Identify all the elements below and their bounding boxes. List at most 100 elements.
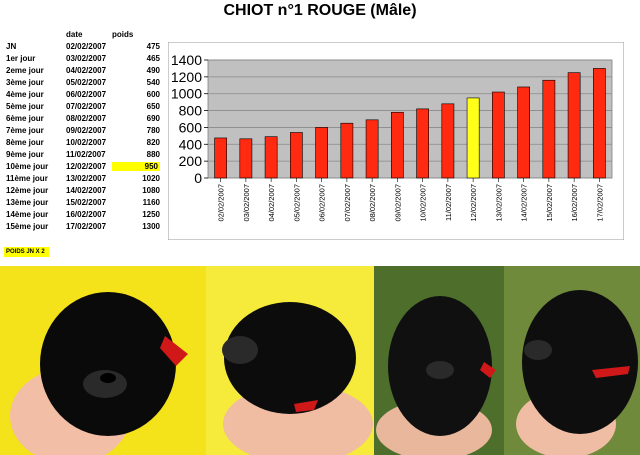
y-tick-label: 1400 [171,52,202,68]
x-tick-label: 08/02/2007 [368,184,377,222]
table-row: 7ème jour 09/02/2007 780 [4,126,164,136]
x-tick-label: 06/02/2007 [318,184,327,222]
y-tick-label: 400 [179,136,203,152]
bar [517,86,530,179]
row-label: JN [6,42,17,51]
table-row: 2eme jour 04/02/2007 490 [4,66,164,76]
x-tick-label: 09/02/2007 [393,184,402,222]
row-label: 7ème jour [6,126,44,135]
table-header-date: date [66,30,83,39]
row-weight: 490 [146,66,160,75]
bar [340,122,354,179]
bar [214,137,227,179]
row-weight: 475 [146,42,160,51]
x-tick-label: 03/02/2007 [242,184,251,222]
table-row: 5ème jour 07/02/2007 650 [4,102,164,112]
row-weight: 1020 [142,174,160,183]
bar [315,127,328,179]
y-tick-label: 800 [179,103,203,119]
bar [264,136,278,179]
row-label: 8ème jour [6,138,44,147]
row-label: 15ème jour [6,222,49,231]
row-label: 9ème jour [6,150,44,159]
row-label: 3ème jour [6,78,44,87]
row-date: 17/02/2007 [66,222,107,231]
weight-note: POIDS JN X 2 [4,247,49,257]
weight-chart: 0 200 400 600 800 1000 1200 1400 02/02/2007 03/02… [168,42,624,240]
row-weight: 650 [146,102,160,111]
row-weight: 780 [146,126,160,135]
x-tick-label: 16/02/2007 [570,184,579,222]
puppy-photo-3 [374,266,504,455]
table-row: 12ème jour 14/02/2007 1080 [4,186,164,196]
row-label: 5ème jour [6,102,44,111]
table-row: 14ème jour 16/02/2007 1250 [4,210,164,220]
row-date: 16/02/2007 [66,210,107,219]
row-date: 06/02/2007 [66,90,107,99]
row-label: 2eme jour [6,66,44,75]
x-tick-label: 17/02/2007 [595,184,604,222]
row-weight: 1300 [142,222,160,231]
table-row: 15ème jour 17/02/2007 1300 [4,222,164,232]
row-label: 4ème jour [6,90,44,99]
bar [239,138,253,179]
bar [466,97,480,179]
photo-strip [0,266,640,455]
row-date: 08/02/2007 [66,114,107,123]
x-tick-label: 07/02/2007 [343,184,352,222]
table-row: 8ème jour 10/02/2007 820 [4,138,164,148]
table-row: 11ème jour 13/02/2007 1020 [4,174,164,184]
row-weight: 1080 [142,186,160,195]
x-tick-label: 13/02/2007 [494,184,503,222]
puppy-photo-2 [206,266,374,455]
x-tick-label: 10/02/2007 [419,184,428,222]
row-date: 10/02/2007 [66,138,107,147]
row-label: 14ème jour [6,210,49,219]
bar [365,119,379,179]
bar [593,68,606,179]
row-date: 15/02/2007 [66,198,107,207]
page-title: CHIOT n°1 ROUGE (Mâle) [223,2,417,19]
table-row: 13ème jour 15/02/2007 1160 [4,198,164,208]
y-tick-label: 1000 [171,86,202,102]
y-tick-label: 0 [194,170,202,186]
row-date: 14/02/2007 [66,186,107,195]
bar [416,108,429,179]
row-date: 09/02/2007 [66,126,107,135]
row-weight: 1160 [142,198,160,207]
row-weight: 540 [146,78,160,87]
row-weight: 465 [146,54,160,63]
table-row: 10ème jour 12/02/2007 950 [4,162,164,172]
row-weight: 690 [146,114,160,123]
row-weight: 600 [146,90,160,99]
y-tick-label: 1200 [171,69,202,85]
row-weight: 820 [146,138,160,147]
row-date: 11/02/2007 [66,150,106,159]
row-label: 1er jour [6,54,36,63]
table-row: 3ème jour 05/02/2007 540 [4,78,164,88]
bar [391,111,404,179]
x-tick-label: 04/02/2007 [267,184,276,222]
table-row: 6ème jour 08/02/2007 690 [4,114,164,124]
row-date: 02/02/2007 [66,42,107,51]
bar [290,132,303,179]
row-date: 04/02/2007 [66,66,107,75]
row-label: 6ème jour [6,114,44,123]
row-label: 13ème jour [6,198,49,207]
row-weight: 950 [112,162,160,171]
row-date: 07/02/2007 [66,102,107,111]
table-row: 4ème jour 06/02/2007 600 [4,90,164,100]
y-tick-label: 600 [179,119,203,135]
row-date: 13/02/2007 [66,174,107,183]
row-label: 10ème jour [6,162,49,171]
x-tick-label: 02/02/2007 [217,184,226,222]
table-row: 9ème jour 11/02/2007 880 [4,150,164,160]
puppy-photo-4 [504,266,640,455]
table-row: 1er jour 03/02/2007 465 [4,54,164,64]
bar [567,72,581,179]
y-tick-label: 200 [179,153,203,169]
table-row: JN 02/02/2007 475 [4,42,164,52]
x-tick-label: 14/02/2007 [520,184,529,222]
x-tick-label: 12/02/2007 [469,184,478,222]
